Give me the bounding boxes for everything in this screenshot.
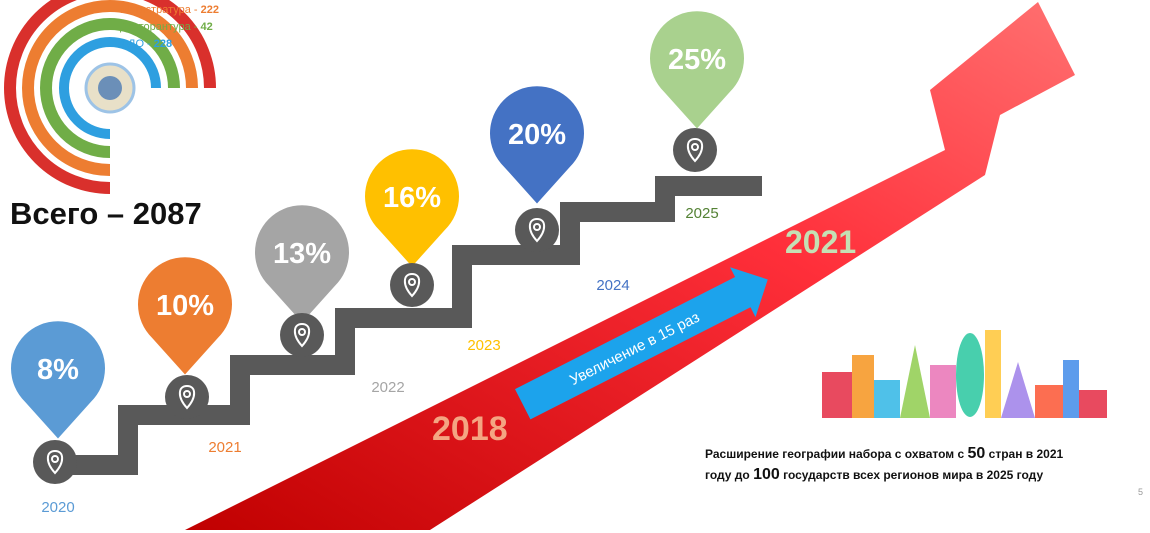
footnote-part: 100 xyxy=(753,466,780,483)
percent: 16% xyxy=(383,182,441,214)
slide: Всего – 2087 Увеличение в 15 раз 2018 20… xyxy=(0,0,1150,533)
legend-label: Магистратура - xyxy=(120,4,201,16)
skyline xyxy=(822,330,1107,418)
arrow-start: 2018 xyxy=(432,410,508,448)
year: 2025 xyxy=(685,205,718,222)
legend-label: ФДО - xyxy=(120,38,154,50)
percent: 8% xyxy=(37,354,79,386)
page: { "legend": [ {"label": "Магистратура - … xyxy=(0,0,1150,533)
year: 2021 xyxy=(208,439,241,456)
footnote-part: году до xyxy=(705,468,753,482)
total: Всего – 2087 xyxy=(10,196,202,231)
year: 2022 xyxy=(371,379,404,396)
page-number: 5 xyxy=(1138,487,1143,497)
footnote-part: Расширение географии набора с охватом с xyxy=(705,447,968,461)
legend-label: Докторантура - xyxy=(120,21,201,33)
percent: 10% xyxy=(156,290,214,322)
percent: 13% xyxy=(273,238,331,270)
legend-value: 42 xyxy=(201,21,213,33)
footnote-part: 50 xyxy=(968,445,986,462)
percent: 25% xyxy=(668,44,726,76)
legend-entry: ФДО - 228 xyxy=(120,38,172,50)
percent: 20% xyxy=(508,119,566,151)
year: 2024 xyxy=(596,277,629,294)
legend-value: 228 xyxy=(154,38,172,50)
legend-value: 222 xyxy=(201,4,219,16)
footnote-part: государств всех регионов мира в 2025 год… xyxy=(780,468,1044,482)
footnote-part: стран в 2021 xyxy=(985,447,1063,461)
caption-arrow: Увеличение в 15 раз xyxy=(510,254,780,429)
legend-entry: Докторантура - 42 xyxy=(120,21,213,33)
arrow-end: 2021 xyxy=(785,224,856,260)
footnote: Расширение географии набора с охватом с … xyxy=(705,445,1064,483)
legend-entry: Магистратура - 222 xyxy=(120,4,219,16)
year: 2023 xyxy=(467,337,500,354)
year: 2020 xyxy=(41,499,74,516)
